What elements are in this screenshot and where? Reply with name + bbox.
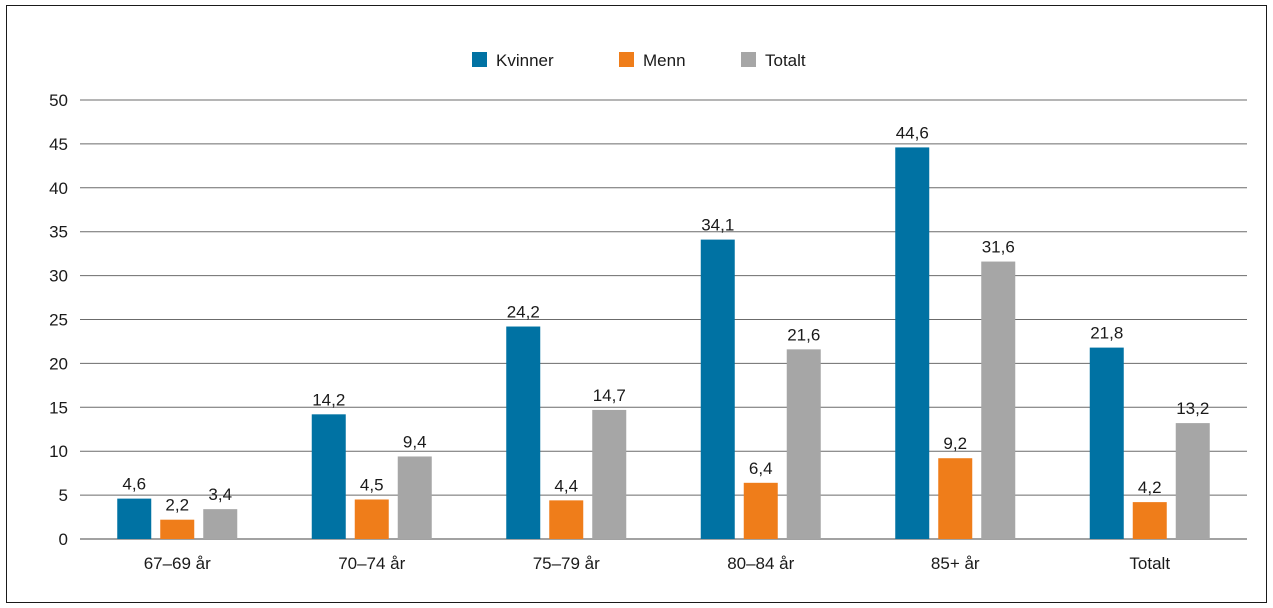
y-tick-label: 45	[49, 135, 68, 154]
bar-totalt	[1175, 423, 1210, 539]
bar-totalt	[981, 261, 1016, 539]
x-tick-label: 85+ år	[931, 554, 980, 573]
data-label: 14,2	[312, 390, 345, 409]
bar-kvinner	[895, 147, 930, 540]
data-label: 14,7	[593, 386, 626, 405]
y-tick-label: 15	[49, 398, 68, 417]
y-tick-label: 30	[49, 267, 68, 286]
bar-totalt	[786, 349, 821, 539]
data-label: 6,4	[749, 459, 773, 478]
data-label: 24,2	[507, 303, 540, 322]
x-axis: 67–69 år 70–74 år 75–79 år 80–84 år 85+ år To…	[144, 554, 1171, 573]
bar-menn	[938, 458, 973, 539]
bar-menn	[549, 500, 584, 539]
y-axis: 0 5 10 15 20 25 30 35 40 45 50	[49, 91, 68, 549]
bar-menn	[743, 482, 778, 539]
y-tick-label: 35	[49, 223, 68, 242]
legend: Kvinner Menn Totalt	[472, 51, 806, 70]
x-tick-label: 67–69 år	[144, 554, 211, 573]
y-tick-label: 20	[49, 354, 68, 373]
bar-menn	[160, 519, 195, 539]
bar-kvinner	[311, 414, 346, 539]
y-tick-label: 25	[49, 311, 68, 330]
data-label: 9,2	[943, 434, 967, 453]
data-label: 4,5	[360, 475, 384, 494]
bar-kvinner	[1089, 347, 1124, 539]
gridlines	[80, 99, 1247, 540]
bar-kvinner	[117, 498, 152, 539]
data-label: 4,6	[122, 475, 146, 494]
y-tick-label: 50	[49, 91, 68, 110]
data-label: 3,4	[208, 485, 232, 504]
bar-kvinner	[700, 239, 735, 540]
x-tick-label: 75–79 år	[533, 554, 600, 573]
legend-label: Kvinner	[496, 51, 554, 70]
data-label: 2,2	[165, 496, 189, 515]
data-label: 44,6	[896, 123, 929, 142]
legend-swatch-menn	[619, 52, 634, 67]
y-tick-label: 10	[49, 442, 68, 461]
chart-frame	[6, 5, 1267, 603]
y-tick-label: 40	[49, 179, 68, 198]
legend-label: Menn	[643, 51, 686, 70]
bar-menn	[1132, 502, 1167, 539]
data-label: 31,6	[982, 238, 1015, 257]
bar-totalt	[397, 456, 432, 539]
data-label: 13,2	[1176, 399, 1209, 418]
data-label: 4,4	[554, 476, 578, 495]
bar-totalt	[203, 509, 238, 539]
data-label: 9,4	[403, 432, 427, 451]
legend-label: Totalt	[765, 51, 806, 70]
legend-swatch-kvinner	[472, 52, 487, 67]
data-label: 21,6	[787, 325, 820, 344]
bar-kvinner	[506, 326, 541, 539]
data-label: 21,8	[1090, 324, 1123, 343]
x-tick-label: Totalt	[1129, 554, 1170, 573]
bar-totalt	[592, 409, 627, 539]
data-label: 4,2	[1138, 478, 1162, 497]
data-label: 34,1	[701, 216, 734, 235]
bars: 4,6 2,2 3,4 14,2 4,5 9,4 24,2 4,4 14,7 34,1 6,4 21,…	[117, 123, 1210, 540]
x-tick-label: 80–84 år	[727, 554, 794, 573]
x-tick-label: 70–74 år	[338, 554, 405, 573]
y-tick-label: 5	[59, 486, 68, 505]
y-tick-label: 0	[59, 530, 68, 549]
bar-menn	[354, 499, 389, 539]
legend-swatch-totalt	[741, 52, 756, 67]
